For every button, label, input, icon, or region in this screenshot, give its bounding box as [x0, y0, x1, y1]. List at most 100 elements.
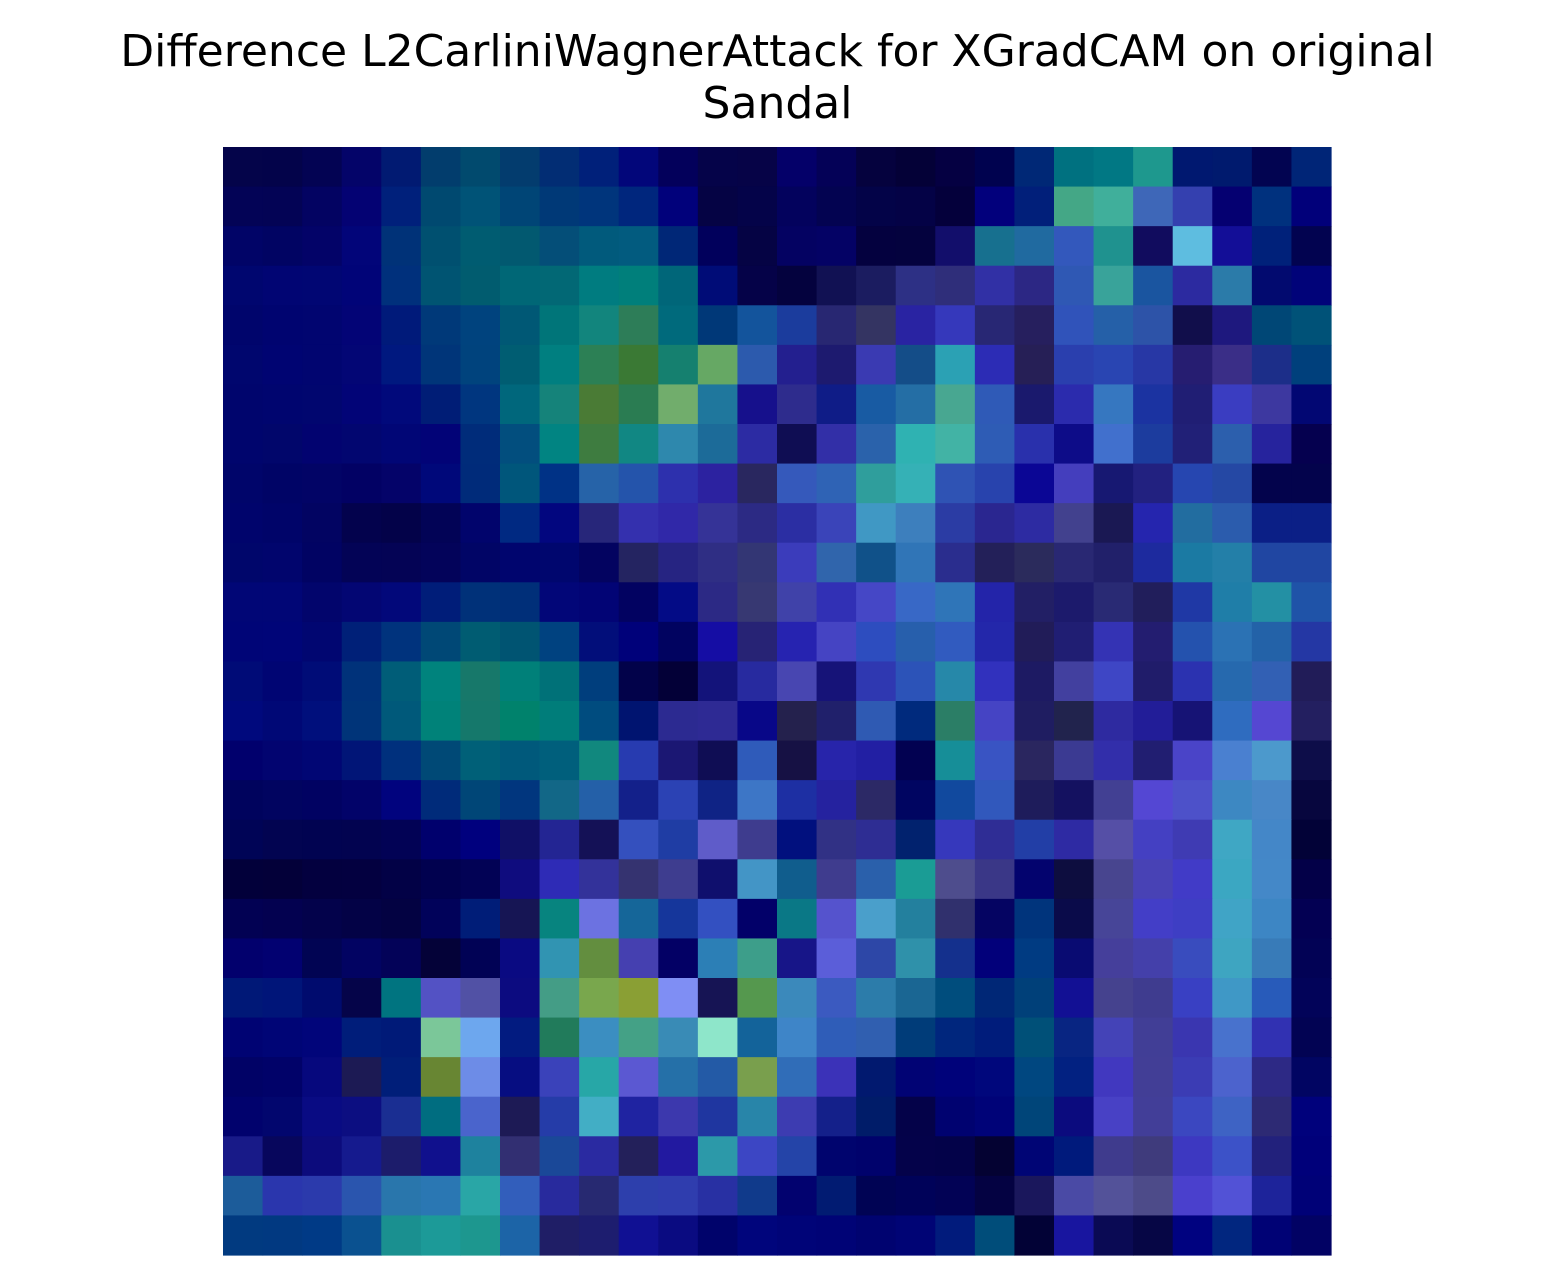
heatmap-cell — [579, 463, 620, 504]
heatmap-cell — [618, 305, 659, 346]
heatmap-cell — [935, 898, 976, 940]
heatmap-cell — [856, 859, 897, 900]
heatmap-cell — [1212, 1096, 1253, 1137]
heatmap-cell — [341, 819, 382, 860]
heatmap-cell — [500, 542, 541, 583]
heatmap-cell — [1291, 1175, 1332, 1217]
heatmap-cell — [856, 424, 897, 465]
heatmap-cell — [1014, 978, 1055, 1019]
heatmap-cell — [737, 147, 778, 188]
heatmap-cell — [737, 1215, 778, 1256]
heatmap-cell — [697, 186, 739, 227]
heatmap-cell — [618, 265, 659, 306]
heatmap-cell — [381, 305, 422, 346]
heatmap-cell — [500, 780, 541, 821]
heatmap-cell — [579, 542, 620, 583]
heatmap-cell — [895, 1057, 936, 1098]
heatmap-cell — [460, 898, 501, 940]
heatmap-cell — [737, 1057, 778, 1098]
heatmap-cell — [935, 265, 976, 306]
heatmap-cell — [341, 265, 382, 306]
heatmap-cell — [1251, 819, 1293, 860]
heatmap-cell — [1093, 226, 1134, 267]
heatmap-cell — [1093, 621, 1134, 663]
heatmap-cell — [500, 1057, 541, 1098]
heatmap-cell — [460, 701, 501, 742]
heatmap-cell — [935, 186, 976, 227]
heatmap-cell — [935, 819, 976, 860]
heatmap-cell — [1093, 305, 1134, 346]
heatmap-cell — [262, 1215, 303, 1256]
heatmap-cell — [737, 819, 778, 860]
heatmap-cell — [618, 978, 659, 1019]
heatmap-cell — [1212, 1175, 1253, 1217]
heatmap-cell — [1093, 1096, 1134, 1137]
heatmap-cell — [1251, 542, 1293, 583]
heatmap-cell — [539, 859, 580, 900]
heatmap-cell — [262, 582, 303, 623]
heatmap-cell — [262, 226, 303, 267]
heatmap-cell — [500, 1017, 541, 1058]
heatmap-cell — [1014, 661, 1055, 702]
heatmap-cell — [816, 186, 857, 227]
heatmap-cell — [1212, 780, 1253, 821]
heatmap-cell — [1093, 265, 1134, 306]
heatmap-cell — [460, 384, 501, 425]
heatmap-cell — [697, 859, 739, 900]
heatmap-cell — [579, 819, 620, 860]
heatmap-cell — [1251, 1136, 1293, 1177]
heatmap-cell — [697, 1215, 739, 1256]
chart-title-line-1: Difference L2CarliniWagnerAttack for XGr… — [120, 26, 1435, 77]
heatmap-cell — [500, 463, 541, 504]
heatmap-cell — [1212, 938, 1253, 979]
heatmap-cell — [1014, 384, 1055, 425]
heatmap-cell — [1133, 819, 1174, 860]
heatmap-cell — [381, 1096, 422, 1137]
heatmap-cell — [974, 740, 1016, 781]
heatmap-cell — [895, 859, 936, 900]
heatmap-cell — [1054, 898, 1095, 940]
heatmap-cell — [1093, 1017, 1134, 1058]
heatmap-cell — [341, 503, 382, 544]
heatmap-cell — [816, 661, 857, 702]
heatmap-cell — [1212, 978, 1253, 1019]
heatmap-cell — [341, 621, 382, 663]
heatmap-cell — [420, 740, 462, 781]
heatmap-cell — [1212, 1136, 1253, 1177]
heatmap-cell — [381, 859, 422, 900]
heatmap-cell — [856, 542, 897, 583]
heatmap-cell — [1291, 740, 1332, 781]
heatmap-cell — [579, 503, 620, 544]
heatmap-cell — [420, 819, 462, 860]
heatmap-cell — [302, 978, 343, 1019]
heatmap-cell — [895, 384, 936, 425]
heatmap-cell — [460, 978, 501, 1019]
heatmap-cell — [974, 265, 1016, 306]
heatmap-cell — [1054, 1057, 1095, 1098]
heatmap-cell — [1014, 1096, 1055, 1137]
heatmap-cell — [579, 938, 620, 979]
heatmap-cell — [381, 1017, 422, 1058]
heatmap-cell — [1093, 582, 1134, 623]
heatmap-cell — [737, 582, 778, 623]
heatmap-cell — [777, 1215, 818, 1256]
heatmap-cell — [1133, 503, 1174, 544]
heatmap-cell — [381, 1215, 422, 1256]
heatmap-cell — [658, 701, 699, 742]
heatmap-cell — [460, 147, 501, 188]
heatmap-cell — [737, 859, 778, 900]
heatmap-cell — [302, 147, 343, 188]
heatmap-cell — [1014, 819, 1055, 860]
heatmap-cell — [895, 938, 936, 979]
heatmap-cell — [302, 463, 343, 504]
heatmap-cell — [539, 938, 580, 979]
heatmap-cell — [1251, 384, 1293, 425]
heatmap-cell — [1172, 621, 1213, 663]
heatmap-cell — [1133, 621, 1174, 663]
heatmap-cell — [420, 859, 462, 900]
heatmap-cell — [777, 1057, 818, 1098]
heatmap-cell — [1093, 1175, 1134, 1217]
heatmap-cell — [697, 661, 739, 702]
heatmap-cell — [816, 938, 857, 979]
